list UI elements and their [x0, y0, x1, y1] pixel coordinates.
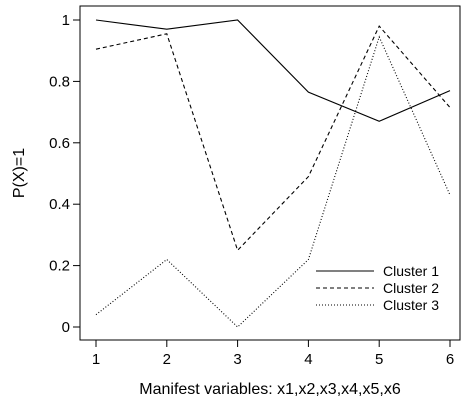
series-line-cluster-1: [95, 19, 451, 122]
plot-box: [79, 5, 461, 341]
y-tick-label-0.4: 0.4: [49, 196, 70, 213]
y-axis-title: P(X)=1: [11, 148, 28, 198]
legend-label-cluster-3: Cluster 3: [383, 297, 439, 313]
y-tick-label-1: 1: [62, 12, 70, 29]
series-line-cluster-2: [95, 25, 451, 252]
x-tick-label-6: 6: [446, 351, 454, 368]
y-tick-label-0.2: 0.2: [49, 258, 70, 275]
legend-label-cluster-2: Cluster 2: [383, 280, 439, 296]
y-axis: 0 0.2 0.4 0.6 0.8 1: [49, 12, 80, 336]
x-tick-label-1: 1: [92, 351, 100, 368]
y-tick-label-0.6: 0.6: [49, 135, 70, 152]
x-tick-label-2: 2: [163, 351, 171, 368]
x-tick-label-3: 3: [233, 351, 241, 368]
x-axis: 1 2 3 4 5 6: [92, 340, 454, 368]
x-tick-label-4: 4: [304, 351, 312, 368]
y-tick-label-0.8: 0.8: [49, 73, 70, 90]
y-tick-label-0: 0: [62, 319, 70, 336]
series-layer: [95, 19, 451, 328]
x-axis-title: Manifest variables: x1,x2,x3,x4,x5,x6: [139, 381, 401, 398]
legend-label-cluster-1: Cluster 1: [383, 263, 439, 279]
x-tick-label-5: 5: [375, 351, 383, 368]
